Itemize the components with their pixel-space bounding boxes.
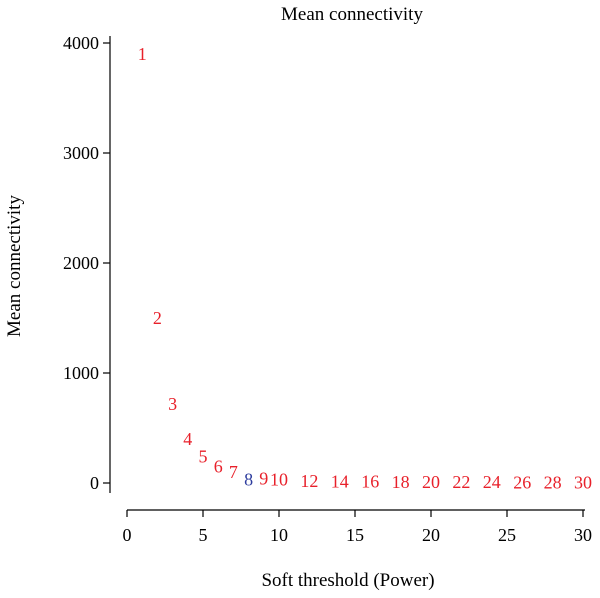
y-axis-ticks: 0 1000 2000 3000 4000 — [63, 33, 110, 493]
data-point-label: 24 — [483, 472, 501, 492]
data-point-label: 12 — [300, 471, 318, 491]
x-tick-label: 25 — [498, 525, 516, 545]
data-point-label: 7 — [229, 462, 238, 482]
data-point-label: 3 — [168, 394, 177, 414]
data-point-label: 18 — [392, 472, 410, 492]
data-point-label: 10 — [270, 470, 288, 490]
y-tick-label: 1000 — [63, 363, 99, 383]
data-point-label-selected: 8 — [244, 469, 253, 489]
y-tick-label: 2000 — [63, 253, 99, 273]
data-point-label: 22 — [452, 472, 470, 492]
y-tick-label: 4000 — [63, 33, 99, 53]
x-tick-label: 15 — [346, 525, 364, 545]
data-point-label: 28 — [544, 472, 562, 492]
data-point-label: 1 — [138, 44, 147, 64]
data-point-label: 6 — [214, 457, 223, 477]
data-point-label: 26 — [513, 472, 531, 492]
data-point-label: 4 — [183, 429, 192, 449]
x-tick-label: 10 — [270, 525, 288, 545]
data-point-label: 14 — [331, 471, 349, 491]
x-tick-label: 0 — [123, 525, 132, 545]
data-point-label: 20 — [422, 472, 440, 492]
data-point-label: 9 — [259, 469, 268, 489]
data-point-label: 5 — [199, 447, 208, 467]
data-point-label: 30 — [574, 473, 592, 493]
x-axis-ticks: 0 5 10 15 20 25 30 — [123, 510, 592, 545]
data-point-label: 16 — [361, 472, 379, 492]
data-point-label: 2 — [153, 308, 162, 328]
y-tick-label: 0 — [90, 473, 99, 493]
y-tick-label: 3000 — [63, 143, 99, 163]
x-tick-label: 5 — [199, 525, 208, 545]
x-tick-label: 20 — [422, 525, 440, 545]
x-tick-label: 30 — [574, 525, 592, 545]
y-axis-label: Mean connectivity — [4, 195, 25, 337]
x-axis-label: Soft threshold (Power) — [261, 570, 434, 591]
chart-title: Mean connectivity — [281, 4, 423, 25]
